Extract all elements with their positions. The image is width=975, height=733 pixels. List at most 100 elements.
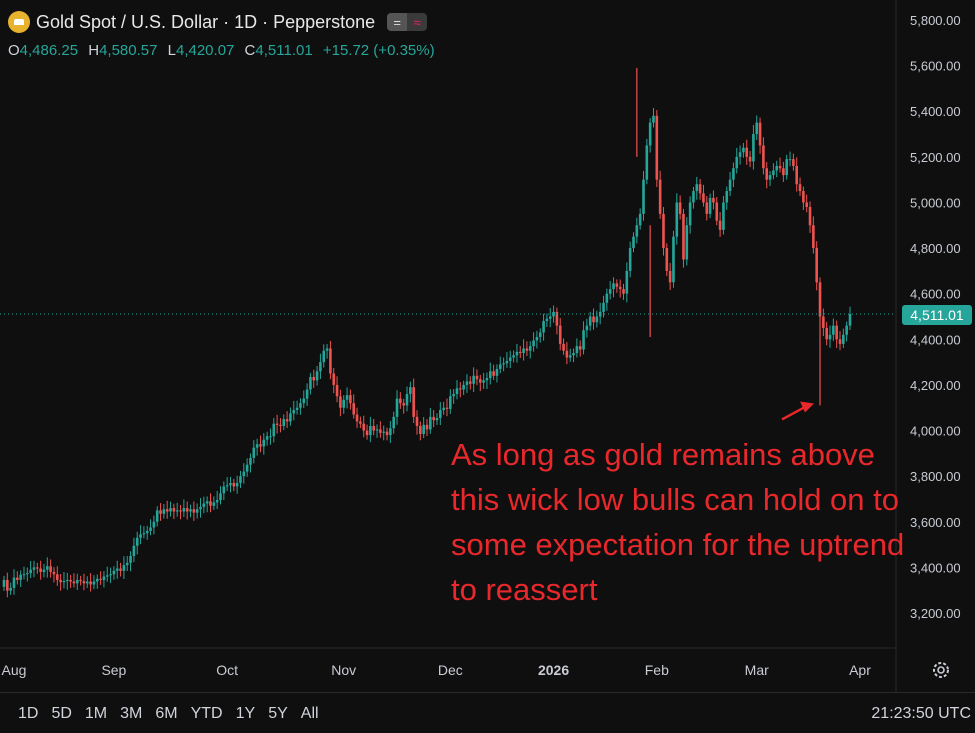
candle-body	[79, 579, 82, 582]
utc-clock[interactable]: 21:23:50 UTC	[871, 705, 971, 722]
time-axis: Aug Sep Oct Nov Dec 2026 Feb Mar Apr	[2, 662, 872, 678]
candle-body	[502, 363, 505, 365]
candle-body	[355, 414, 359, 422]
indicator-toggle[interactable]: = ≈	[387, 13, 428, 31]
candle	[775, 160, 779, 178]
candle-body	[582, 330, 585, 350]
candle	[665, 243, 669, 277]
range-all-button[interactable]: All	[300, 705, 319, 722]
candle-body	[442, 407, 445, 411]
candle-body	[812, 225, 815, 249]
candle	[632, 232, 635, 253]
candle-body	[179, 510, 182, 512]
range-6m-button[interactable]: 6M	[155, 705, 178, 722]
candle	[85, 576, 89, 588]
range-1d-button[interactable]: 1D	[18, 705, 39, 722]
candle	[165, 500, 169, 519]
candle	[492, 364, 495, 380]
candle	[79, 575, 82, 586]
candle	[738, 145, 742, 165]
candle	[562, 338, 565, 355]
candle	[2, 575, 6, 591]
candle-body	[708, 197, 712, 214]
chart-annotation-text[interactable]: As long as gold remains above this wick …	[451, 437, 905, 607]
high-value: 4,580.57	[99, 42, 158, 59]
candle	[758, 117, 762, 154]
candle	[728, 171, 732, 197]
candle-body	[385, 431, 389, 436]
candle-body	[678, 202, 682, 214]
candle-body	[515, 351, 519, 356]
candle	[239, 470, 242, 489]
candle	[675, 193, 679, 245]
candle	[475, 369, 479, 386]
candle	[89, 573, 92, 592]
candle-body	[578, 346, 582, 350]
candle-body	[682, 213, 685, 260]
candle-body	[518, 351, 522, 353]
candle	[785, 154, 789, 180]
candle-body	[305, 389, 309, 399]
candle-body	[395, 398, 399, 417]
symbol-title[interactable]: Gold Spot / U.S. Dollar · 1D · Peppersto…	[36, 11, 376, 32]
candle-body	[688, 202, 692, 226]
candle-body	[685, 225, 689, 260]
candle	[329, 340, 332, 380]
candle	[702, 184, 705, 207]
candle-body	[495, 368, 499, 376]
candle	[379, 421, 382, 438]
candle	[622, 283, 625, 300]
candle-body	[695, 184, 699, 192]
candle-body	[735, 156, 739, 169]
price-tick-label: 5,000.00	[910, 195, 961, 210]
candle	[272, 417, 276, 443]
range-5d-button[interactable]: 5D	[51, 705, 72, 722]
candle-body	[312, 376, 316, 381]
minus-icon[interactable]: =	[387, 13, 408, 31]
candle	[105, 566, 109, 582]
candle	[705, 196, 709, 221]
range-1m-button[interactable]: 1M	[84, 705, 108, 722]
candle-body	[608, 289, 612, 294]
price-tick-label: 4,800.00	[910, 241, 961, 256]
candle	[265, 431, 269, 446]
candle	[752, 124, 755, 170]
candle	[778, 157, 782, 173]
candle	[668, 262, 672, 291]
ohlc-legend: O4,486.25 H4,580.57 L4,420.07 C4,511.01 …	[8, 42, 435, 59]
candle-body	[159, 510, 162, 514]
low-value: 4,420.07	[175, 42, 235, 59]
candle	[59, 573, 62, 591]
range-5y-button[interactable]: 5Y	[268, 705, 288, 722]
candle-body	[488, 371, 492, 379]
candle	[359, 416, 362, 429]
candle	[449, 389, 452, 414]
candle-body	[615, 283, 619, 287]
range-1y-button[interactable]: 1Y	[235, 705, 256, 722]
candle-body	[762, 145, 765, 169]
candle	[578, 340, 582, 357]
candle-body	[672, 236, 675, 283]
candle-body	[185, 508, 189, 512]
candle	[309, 372, 312, 395]
range-3m-button[interactable]: 3M	[120, 705, 143, 722]
settings-gear-icon[interactable]	[931, 660, 951, 680]
candle	[205, 496, 209, 513]
candle-body	[259, 444, 262, 447]
wave-icon[interactable]: ≈	[407, 13, 428, 31]
candle	[189, 504, 192, 518]
candle-body	[772, 170, 775, 176]
candle	[725, 186, 729, 210]
candle	[182, 499, 186, 517]
candle	[52, 567, 56, 583]
time-tick-label: Nov	[331, 662, 356, 678]
candle-body	[119, 568, 122, 571]
candle	[65, 572, 69, 590]
candle	[409, 381, 412, 403]
candle	[115, 560, 119, 579]
candle-body	[279, 424, 282, 426]
candle-body	[668, 270, 672, 283]
range-ytd-button[interactable]: YTD	[190, 705, 223, 722]
candle-body	[225, 485, 229, 487]
